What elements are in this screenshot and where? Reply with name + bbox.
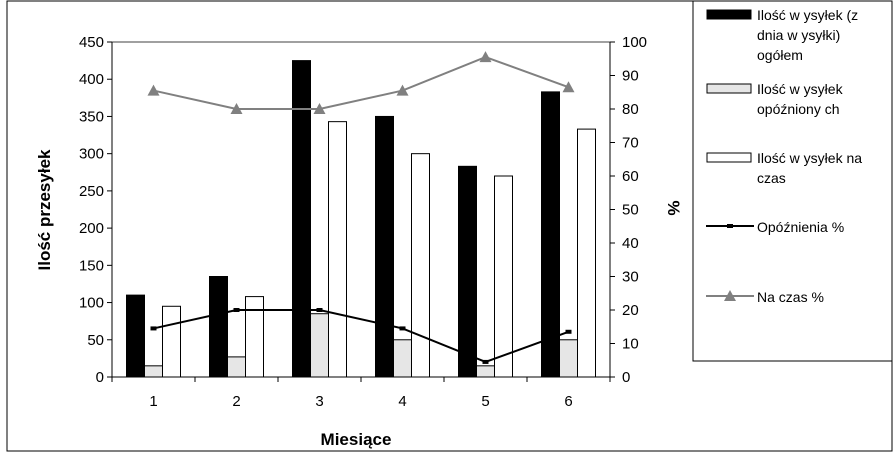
y2-tick-label: 60 [622,168,639,185]
triangle-marker [562,81,575,93]
square-marker [316,308,323,312]
square-marker [482,359,489,364]
x-tick-label: 1 [149,393,157,410]
bar [209,276,228,378]
y2-tick-label: 80 [622,101,639,118]
triangle-marker [230,103,243,114]
triangle-marker [396,84,409,96]
y2-tick-label: 100 [622,34,647,51]
y2-tick-label: 40 [622,235,639,252]
y-tick-label: 200 [79,220,104,237]
legend-square-marker [727,224,733,228]
bar [559,339,578,378]
bar [162,305,181,378]
legend-label: Ilość w ysyłek (z [757,7,858,23]
y2-tick-label: 10 [622,336,639,353]
bar [494,175,513,378]
legend-label: ogółem [757,47,803,63]
x-tick-label: 5 [481,393,489,410]
y-tick-label: 100 [79,295,104,312]
y2-tick-label: 50 [622,202,639,219]
bar [375,115,394,378]
triangle-marker [313,103,326,114]
y-axis-title: Ilość przesyłek [35,149,54,271]
tick-labels: 0 50 100 150 200 250 300 350 400 450 0 10 20 30 40 50 60… [79,34,647,410]
bar [458,165,477,378]
x-tick-label: 4 [398,393,406,410]
x-tick-label: 6 [564,393,572,410]
y-tick-label: 350 [79,108,104,125]
bar [393,339,412,378]
square-marker [150,326,157,331]
x-axis-title: Miesiące [321,430,392,449]
y2-tick-label: 0 [622,369,630,386]
y2-tick-label: 90 [622,68,639,85]
y2-tick-label: 70 [622,135,639,152]
axes [107,41,615,382]
y-tick-label: 450 [79,34,104,51]
bar [126,294,145,378]
y-tick-label: 400 [79,71,104,88]
triangle-marker [479,51,492,63]
y2-tick-label: 20 [622,302,639,319]
line-series-path [153,309,569,363]
y2-axis-title: % [664,200,683,215]
bar [541,91,560,378]
bar [411,153,430,378]
bar [245,296,264,378]
legend-triangle-marker [724,290,736,301]
y-tick-label: 250 [79,183,104,200]
square-marker [565,329,572,334]
legend-label: Ilość w ysyłek na [757,150,862,166]
legend-label: Ilość w ysyłek [757,81,844,97]
bar [144,365,163,378]
legend-swatch [706,9,752,20]
x-tick-label: 3 [315,393,323,410]
y-tick-label: 150 [79,257,104,274]
legend-label: Opóźnienia % [757,219,844,235]
square-marker [399,326,406,331]
legend-label: czas [757,170,786,186]
legend-label: Na czas % [757,289,824,305]
bar [328,121,347,378]
legend: Ilość w ysyłek (z dnia w ysyłki) ogółem Ilo… [692,0,893,362]
y-tick-label: 50 [87,332,104,349]
line-series-path [153,56,569,110]
legend-swatch [706,152,752,163]
bar [227,356,246,378]
legend-label: opóźniony ch [757,101,840,117]
bar [476,365,495,378]
triangle-marker [147,84,160,96]
square-marker [233,308,240,312]
bar [577,128,596,378]
y-tick-label: 0 [96,369,104,386]
legend-swatch [706,83,752,94]
y-tick-label: 300 [79,146,104,163]
y2-tick-label: 30 [622,269,639,286]
x-tick-label: 2 [232,393,240,410]
legend-label: dnia w ysyłki) [757,27,840,43]
bar [310,313,329,378]
line-series [147,51,575,364]
